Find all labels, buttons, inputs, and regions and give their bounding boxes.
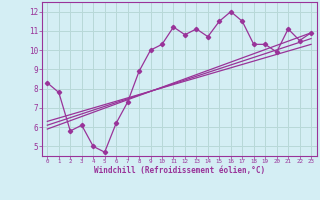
X-axis label: Windchill (Refroidissement éolien,°C): Windchill (Refroidissement éolien,°C) [94, 166, 265, 175]
